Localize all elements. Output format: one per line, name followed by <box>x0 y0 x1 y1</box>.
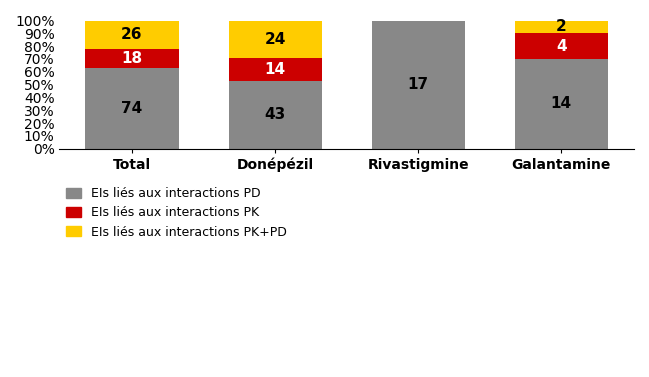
Text: 14: 14 <box>551 97 572 111</box>
Legend: EIs liés aux interactions PD, EIs liés aux interactions PK, EIs liés aux interac: EIs liés aux interactions PD, EIs liés a… <box>66 187 286 239</box>
Bar <box>515 33 608 59</box>
Bar <box>228 20 322 58</box>
Text: 14: 14 <box>265 62 286 77</box>
Text: 18: 18 <box>121 51 143 66</box>
Bar <box>515 20 608 33</box>
Bar <box>86 68 178 149</box>
Bar <box>228 58 322 81</box>
Text: 74: 74 <box>121 101 143 116</box>
Bar <box>86 20 178 49</box>
Text: 4: 4 <box>556 39 567 54</box>
Text: 17: 17 <box>408 77 429 92</box>
Bar <box>86 49 178 68</box>
Text: 2: 2 <box>556 19 567 34</box>
Text: 43: 43 <box>265 107 286 122</box>
Bar <box>372 20 465 149</box>
Bar <box>515 59 608 149</box>
Text: 26: 26 <box>121 27 143 42</box>
Bar <box>228 81 322 149</box>
Text: 24: 24 <box>264 32 286 47</box>
